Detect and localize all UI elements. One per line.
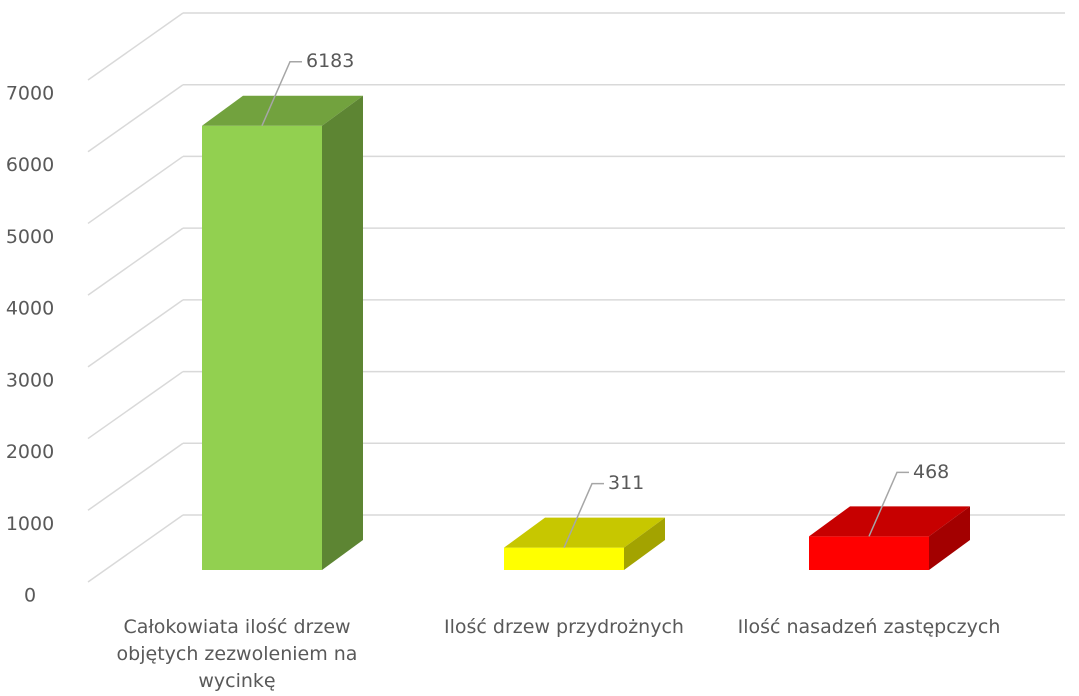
grid-line-side bbox=[87, 84, 184, 153]
bar-front bbox=[809, 536, 929, 570]
grid-line-side bbox=[87, 12, 184, 81]
bar bbox=[202, 95, 363, 571]
grid-line-side bbox=[87, 155, 184, 225]
bar bbox=[809, 506, 970, 570]
data-label: 311 bbox=[608, 472, 644, 494]
grid-line-side bbox=[87, 370, 184, 440]
bar-side bbox=[624, 517, 665, 570]
bar-top bbox=[809, 506, 970, 537]
x-tick-label: Całokowiata ilość drzew objętych zezwole… bbox=[116, 616, 358, 692]
y-tick-label: 2000 bbox=[6, 441, 54, 463]
bar bbox=[504, 517, 665, 570]
x-tick-label: Ilość nasadzeń zastępczych bbox=[737, 616, 1001, 638]
data-label: 468 bbox=[913, 461, 949, 483]
bar-top bbox=[202, 95, 363, 126]
y-tick-label: 4000 bbox=[6, 298, 54, 320]
leader-line bbox=[261, 60, 302, 127]
leader-line bbox=[563, 482, 604, 548]
grid-line-side bbox=[87, 442, 184, 511]
bar-top bbox=[504, 517, 665, 548]
y-tick-label: 1000 bbox=[6, 513, 54, 535]
grid-line-side bbox=[87, 514, 184, 583]
leader-line bbox=[868, 471, 909, 537]
bar-side bbox=[929, 506, 970, 570]
y-tick-label: 5000 bbox=[6, 226, 54, 248]
data-label: 6183 bbox=[306, 50, 354, 72]
x-tick-label: Ilość drzew przydrożnych bbox=[444, 616, 684, 638]
bar-front bbox=[202, 125, 322, 571]
y-tick-label: 6000 bbox=[6, 154, 54, 176]
bar-front bbox=[504, 547, 624, 570]
y-tick-label: 3000 bbox=[6, 369, 54, 391]
bar-side bbox=[322, 95, 363, 571]
y-tick-label: 0 bbox=[24, 585, 36, 607]
grid-line-side bbox=[87, 299, 184, 368]
grid-line-side bbox=[87, 227, 184, 296]
y-tick-label: 7000 bbox=[6, 83, 54, 105]
